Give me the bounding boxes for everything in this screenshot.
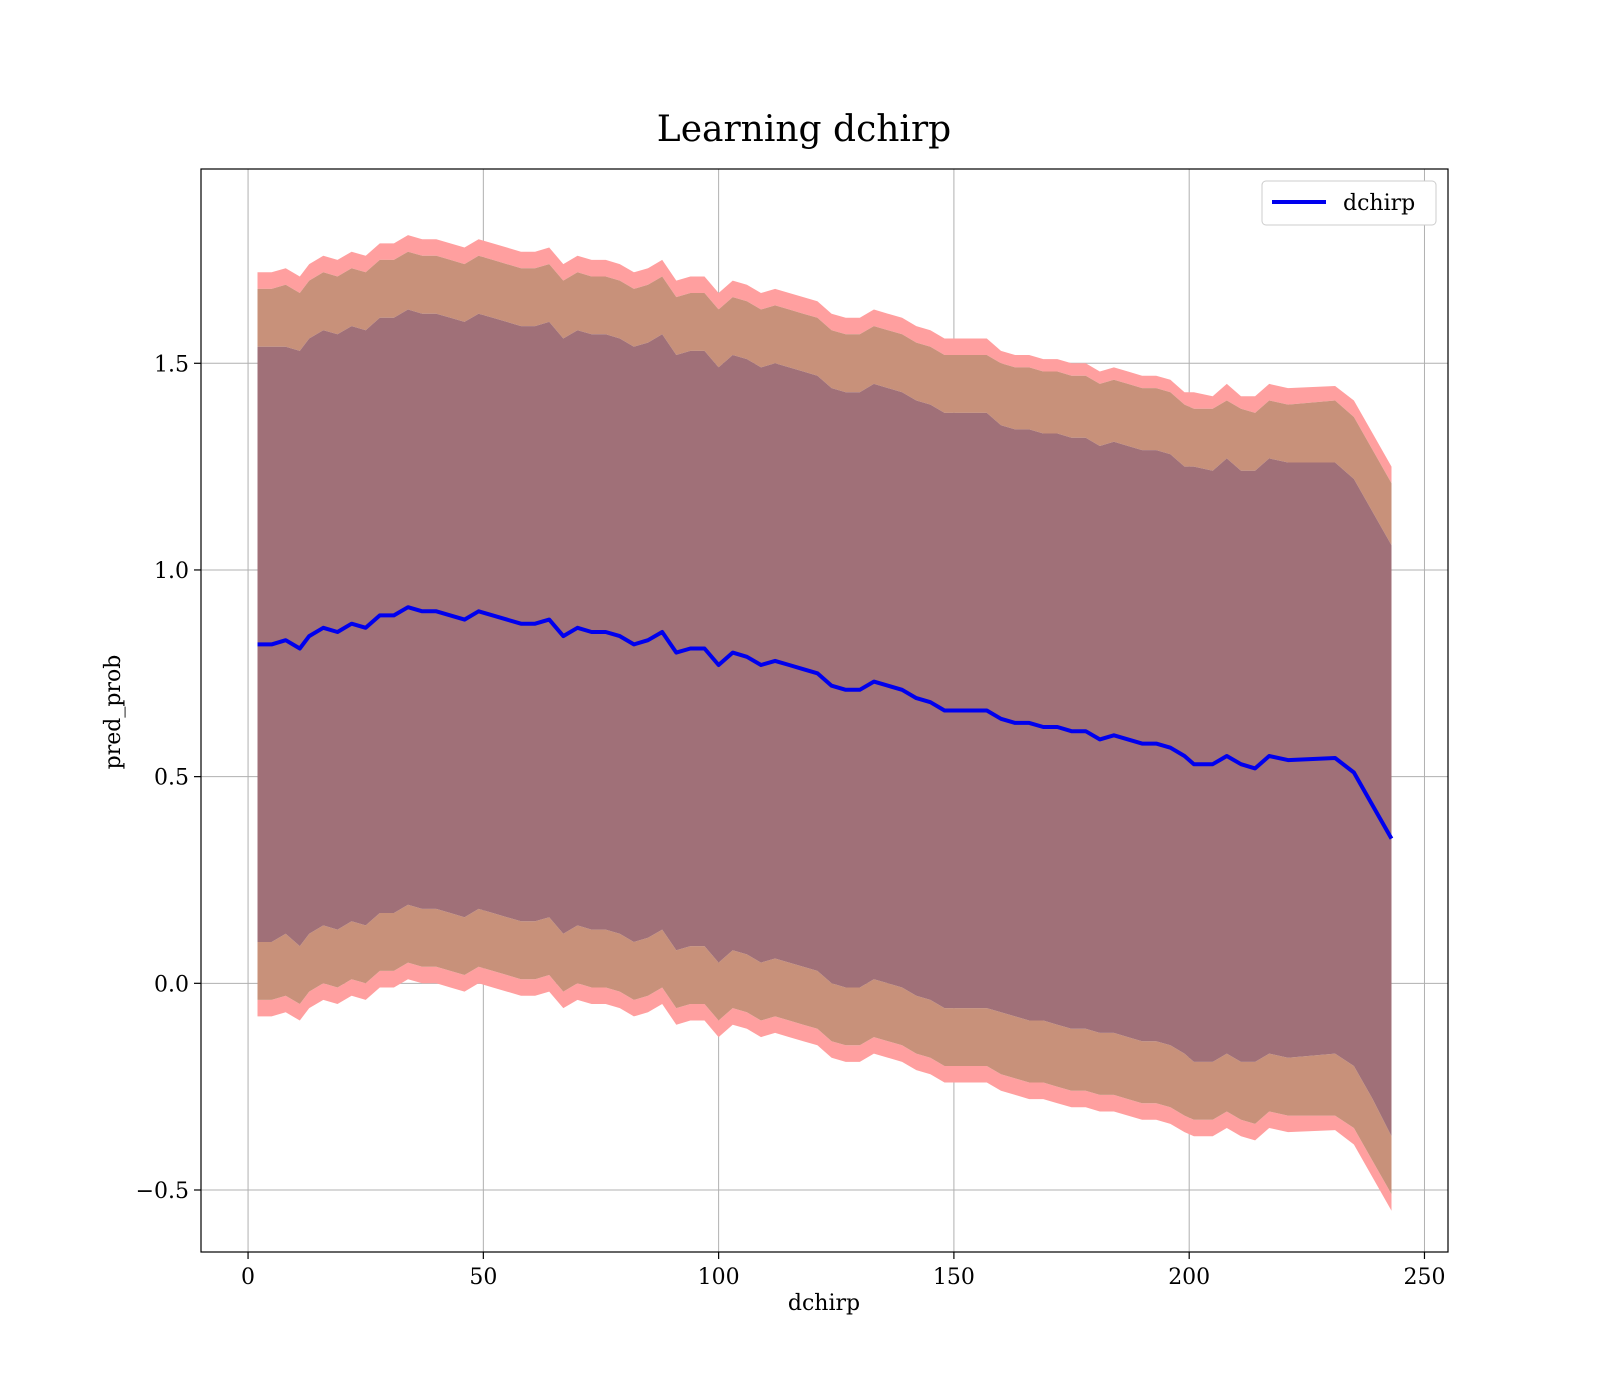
band-inner [257,309,1392,1137]
y-axis: −0.5 0.0 0.5 1.0 1.5 [136,352,201,1204]
y-tick-label: 1.0 [154,559,189,584]
x-tick-label: 0 [241,1265,255,1290]
y-tick-label: 0.5 [154,766,189,791]
band-outer-lower [257,962,1392,1211]
legend: dchirp [1261,180,1437,226]
x-tick-label: 150 [933,1265,975,1290]
legend-box [1261,180,1437,226]
x-tick-label: 200 [1168,1265,1210,1290]
plot-frame [200,168,1449,1253]
x-axis: 0 50 100 150 200 250 [241,1252,1445,1290]
x-axis-label: dchirp [788,1291,860,1316]
y-tick-label: −0.5 [136,1179,189,1204]
x-tick-label: 100 [698,1265,740,1290]
x-tick-label: 50 [469,1265,497,1290]
chart-title: Learning dchirp [657,109,951,150]
y-axis-label: pred_prob [101,655,126,770]
series-line-dchirp [257,605,1394,840]
legend-label-dchirp: dchirp [1343,191,1415,216]
band-middle-lower [257,904,1392,1195]
confidence-bands [257,235,1392,1211]
y-tick-label: 1.5 [154,352,189,377]
band-outer-upper [257,235,1392,484]
y-tick-label: 0.0 [154,972,189,997]
band-middle-upper [257,251,1392,546]
x-tick-label: 250 [1403,1265,1445,1290]
